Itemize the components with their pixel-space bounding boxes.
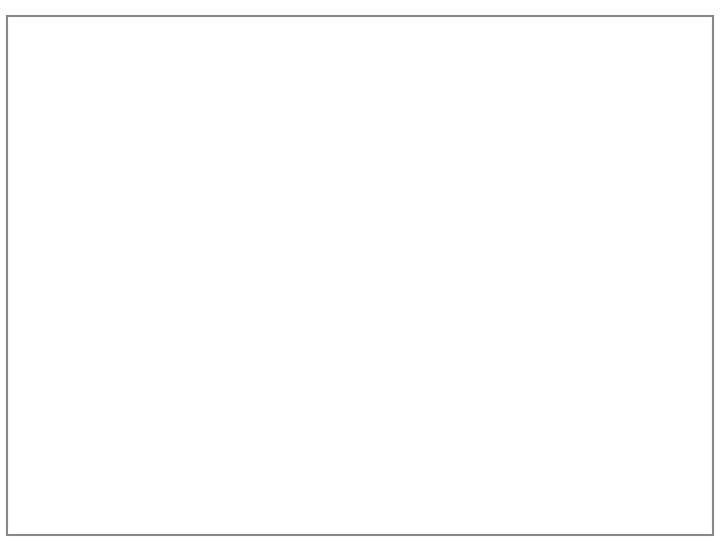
Text: X: X — [166, 321, 176, 335]
Text: 0: 0 — [348, 361, 357, 376]
Text: 1: 1 — [166, 240, 176, 254]
Text: ALUSrc: ALUSrc — [206, 187, 257, 202]
Text: •  8 control lines (control read/write and multiplexors): • 8 control lines (control read/write an… — [50, 120, 577, 139]
Text: 0: 0 — [447, 280, 457, 295]
Text: 0: 0 — [629, 280, 639, 295]
Text: Reg
Write: Reg Write — [333, 178, 372, 211]
Text: 0: 0 — [227, 240, 236, 254]
Text: 1: 1 — [505, 361, 514, 376]
Text: 1: 1 — [629, 361, 639, 376]
Text: Branch: Branch — [483, 187, 535, 202]
Text: 1: 1 — [348, 240, 357, 254]
Text: 1: 1 — [348, 280, 357, 295]
Text: 0: 0 — [569, 280, 578, 295]
Text: X: X — [166, 361, 176, 376]
Text: 0: 0 — [447, 361, 457, 376]
Text: July 2, 2001: July 2, 2001 — [14, 516, 104, 531]
Text: 0: 0 — [569, 361, 578, 376]
Text: Memto-
Reg: Memto- Reg — [268, 178, 323, 211]
Bar — [50, 227, 662, 267]
Bar — [50, 267, 662, 308]
Text: lw: lw — [53, 280, 70, 295]
Text: 0: 0 — [397, 240, 408, 254]
Text: 1: 1 — [569, 240, 578, 254]
Text: 10: 10 — [679, 516, 698, 531]
Text: RegDst: RegDst — [145, 187, 197, 202]
Text: 0: 0 — [629, 321, 639, 335]
Text: 0: 0 — [447, 240, 457, 254]
Text: sw: sw — [53, 321, 74, 335]
Text: 0: 0 — [397, 361, 408, 376]
Text: 1: 1 — [227, 280, 236, 295]
Text: R-format: R-format — [53, 240, 130, 254]
Text: 0: 0 — [227, 361, 236, 376]
Bar — [50, 348, 662, 389]
Text: 0: 0 — [348, 321, 357, 335]
Text: beq: beq — [53, 361, 82, 376]
Text: 0: 0 — [397, 321, 408, 335]
Text: 0: 0 — [291, 240, 300, 254]
Text: 1: 1 — [397, 280, 408, 295]
Text: 0: 0 — [629, 240, 639, 254]
Text: Mem
Write: Mem Write — [433, 178, 472, 211]
Bar — [50, 308, 662, 348]
Text: Mem
Read: Mem Read — [384, 178, 420, 211]
Text: X: X — [290, 321, 301, 335]
Text: 0: 0 — [505, 321, 514, 335]
Text: 0: 0 — [505, 280, 514, 295]
Text: ALUp0: ALUp0 — [611, 187, 657, 202]
Text: 0: 0 — [166, 280, 176, 295]
Text: Systems Architecture: Systems Architecture — [274, 516, 438, 531]
Text: ALUOp1: ALUOp1 — [544, 187, 603, 202]
Text: 1: 1 — [227, 321, 236, 335]
Text: 0: 0 — [505, 240, 514, 254]
Text: 0: 0 — [569, 321, 578, 335]
Text: 1: 1 — [291, 280, 300, 295]
Text: 1: 1 — [447, 321, 457, 335]
Text: Control Line Settings: Control Line Settings — [190, 49, 522, 80]
Text: X: X — [290, 361, 301, 376]
Text: Instruction: Instruction — [53, 187, 144, 202]
